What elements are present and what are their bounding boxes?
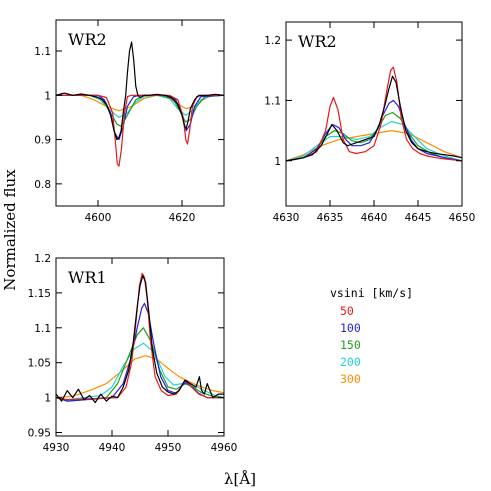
legend-item-50: 50	[340, 304, 354, 318]
legend-item-300: 300	[340, 372, 361, 386]
observed-spectrum-line	[286, 75, 462, 162]
panel-title: WR2	[68, 30, 107, 49]
x-tick-label: 4640	[361, 212, 388, 224]
series-line-vsini-50	[56, 94, 224, 167]
x-tick-label: 4630	[273, 212, 300, 224]
y-tick-label: 1	[44, 90, 51, 102]
y-tick-label: 0.95	[28, 428, 51, 440]
y-tick-label: 1.1	[264, 95, 281, 107]
series-line-vsini-200	[56, 94, 224, 118]
x-tick-label: 4635	[317, 212, 344, 224]
series-line-vsini-50	[286, 66, 462, 162]
y-axis-title: Normalized flux	[1, 169, 19, 291]
x-tick-label: 4600	[85, 212, 112, 224]
y-tick-label: 1.2	[264, 35, 281, 47]
series-line-vsini-50	[56, 272, 224, 401]
y-tick-label: 1	[274, 156, 281, 168]
x-tick-label: 4950	[155, 442, 182, 454]
series-line-vsini-300	[56, 355, 224, 399]
legend: vsini [km/s] 50 100 150 200 300	[330, 286, 413, 386]
panel-wr2-right: 4630 4635 4640 4645 4650 1 1.1 1.2 WR2	[264, 21, 476, 224]
legend-item-150: 150	[340, 338, 361, 352]
panel-title: WR1	[68, 268, 107, 287]
y-tick-label: 1.05	[28, 358, 51, 370]
panel-wr2-left: 4600 4620 0.8 0.9 1 1.1 WR2	[34, 19, 225, 224]
x-tick-label: 4650	[449, 212, 476, 224]
x-tick-label: 4620	[169, 212, 196, 224]
plot-frame	[55, 257, 225, 437]
y-tick-label: 1.1	[34, 323, 51, 335]
observed-spectrum-line	[56, 41, 224, 141]
y-tick-label: 1.2	[34, 253, 51, 265]
y-tick-label: 1.1	[34, 46, 51, 58]
panel-wr1: 4930 4940 4950 4960 0.95 1 1.05 1.1 1.15 1.2 WR1	[28, 253, 238, 454]
x-axis-title: λ[Å]	[224, 470, 256, 488]
y-tick-label: 1.15	[28, 288, 51, 300]
plot-frame	[55, 19, 225, 207]
legend-title: vsini [km/s]	[330, 286, 413, 300]
legend-item-200: 200	[340, 355, 361, 369]
x-tick-label: 4940	[99, 442, 126, 454]
legend-item-100: 100	[340, 321, 361, 335]
y-tick-label: 1	[44, 393, 51, 405]
y-tick-label: 0.8	[34, 179, 51, 191]
x-tick-label: 4960	[211, 442, 238, 454]
series-line-vsini-150	[56, 327, 224, 402]
panel-title: WR2	[298, 32, 337, 51]
y-tick-label: 0.9	[34, 135, 51, 147]
series-line-vsini-150	[286, 111, 462, 162]
x-tick-label: 4930	[43, 442, 70, 454]
x-tick-label: 4645	[405, 212, 432, 224]
observed-spectrum-line	[56, 274, 224, 404]
